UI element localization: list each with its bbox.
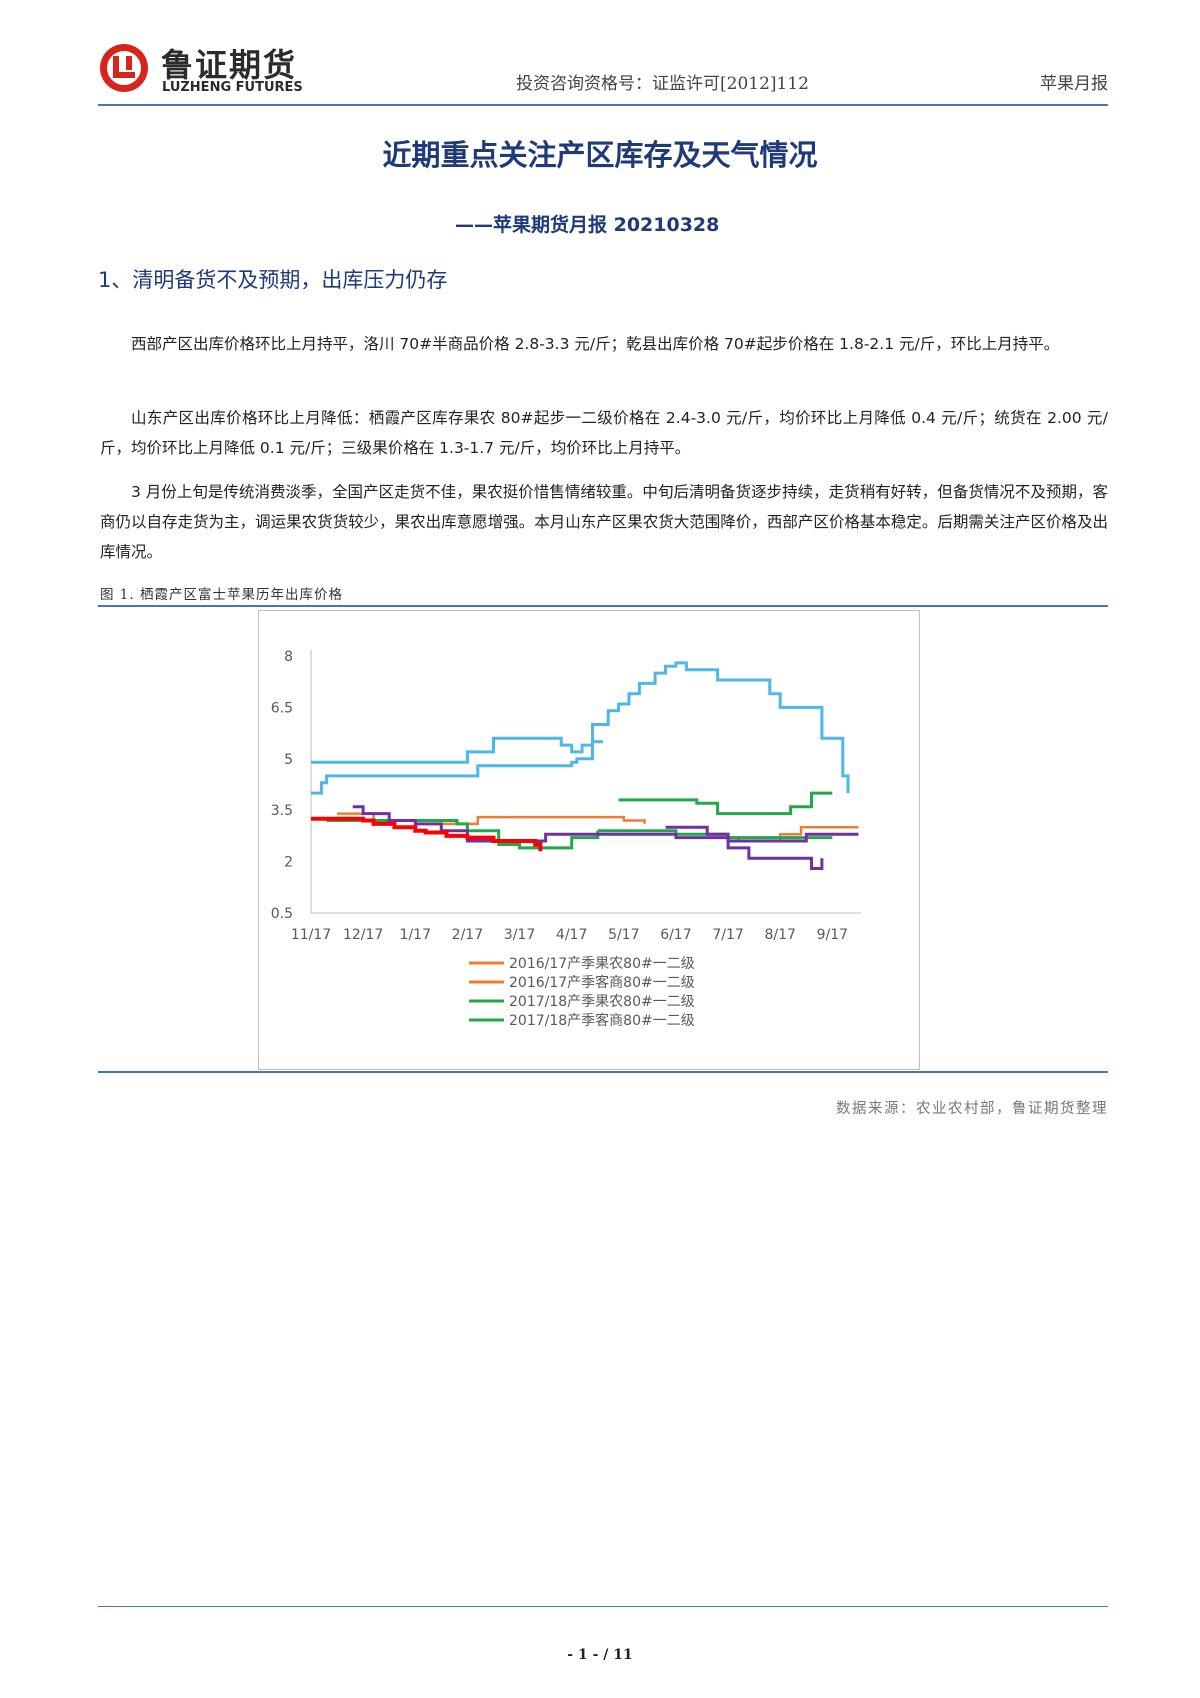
series-line-7 — [352, 805, 859, 843]
figure-caption: 图 1. 栖霞产区富士苹果历年出库价格 — [100, 587, 343, 603]
price-chart: 8 6.5 5 3.5 2 0.5 11/17 12/17 1/17 2/17 3/17 4/17 5/… — [258, 610, 920, 1070]
series-line-4 — [326, 819, 600, 850]
x-tick-label: 8/17 — [764, 927, 795, 943]
page-subtitle: ——苹果期货月报 20210328 — [455, 214, 720, 236]
x-tick-label: 5/17 — [608, 927, 639, 943]
legend-label: 2016/17产季果农80#一二级 — [509, 956, 695, 972]
section-heading: 1、清明备货不及预期，出库压力仍存 — [98, 268, 448, 292]
company-logo: 鲁证期货 LUZHENG FUTURES — [98, 38, 338, 98]
paragraph-west-region: 西部产区出库价格环比上月持平，洛川 70#半商品价格 2.8-3.3 元/斤；乾… — [131, 335, 1060, 353]
figure-top-divider — [98, 605, 1108, 607]
y-tick-label: 3.5 — [271, 803, 293, 819]
x-tick-label: 6/17 — [660, 927, 691, 943]
series-line-8 — [665, 825, 824, 870]
page-title: 近期重点关注产区库存及天气情况 — [382, 138, 818, 172]
logo-cn-text: 鲁证期货 — [161, 46, 298, 84]
header-divider — [98, 104, 1108, 106]
series-line-6 — [618, 791, 833, 816]
legend-label: 2017/18产季客商80#一二级 — [509, 1012, 695, 1029]
x-tick-label: 1/17 — [400, 927, 431, 943]
page-number: - 1 - / 11 — [567, 1647, 633, 1663]
x-tick-label: 3/17 — [504, 927, 535, 943]
x-tick-label: 7/17 — [712, 927, 743, 943]
series-line-1 — [311, 736, 603, 764]
footer-divider — [98, 1606, 1108, 1607]
y-tick-label: 6.5 — [271, 700, 293, 716]
series-line-9 — [311, 816, 543, 852]
price-chart-svg: 8 6.5 5 3.5 2 0.5 11/17 12/17 1/17 2/17 3/17 4/17 5/… — [271, 649, 861, 1029]
luzheng-logo-icon — [100, 44, 148, 92]
page-header: 鲁证期货 LUZHENG FUTURES 投资咨询资格号：证监许可[2012]1… — [98, 38, 1108, 104]
y-tick-label: 0.5 — [271, 906, 293, 922]
paragraph-shandong-region: 山东产区出库价格环比上月降低：栖霞产区库存果农 80#起步一二级价格在 2.4-… — [100, 409, 1108, 457]
y-tick-label: 5 — [284, 752, 293, 768]
x-tick-label: 11/17 — [291, 927, 331, 943]
series-line-0 — [311, 661, 850, 795]
document-type: 苹果月报 — [1040, 74, 1108, 94]
license-number: 投资咨询资格号：证监许可[2012]112 — [516, 74, 809, 94]
y-tick-label: 8 — [284, 649, 293, 665]
x-tick-label: 12/17 — [343, 927, 383, 943]
x-tick-label: 9/17 — [817, 927, 848, 943]
legend-label: 2016/17产季客商80#一二级 — [509, 974, 695, 991]
legend-label: 2017/18产季果农80#一二级 — [509, 994, 695, 1010]
x-tick-label: 2/17 — [452, 927, 483, 943]
figure-bottom-divider — [98, 1071, 1108, 1073]
data-source: 数据来源：农业农村部，鲁证期货整理 — [836, 1101, 1108, 1117]
logo-en-text: LUZHENG FUTURES — [162, 80, 303, 95]
paragraph-market-summary: 3 月份上旬是传统消费淡季，全国产区走货不佳，果农挺价惜售情绪较重。中旬后清明备… — [100, 483, 1108, 561]
y-tick-label: 2 — [284, 855, 293, 871]
x-tick-label: 4/17 — [556, 927, 587, 943]
